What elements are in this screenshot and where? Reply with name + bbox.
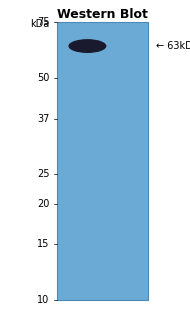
Text: 25: 25 bbox=[37, 169, 49, 179]
Text: 10: 10 bbox=[37, 295, 49, 305]
Text: 15: 15 bbox=[37, 239, 49, 249]
Text: 50: 50 bbox=[37, 73, 49, 83]
Text: 37: 37 bbox=[37, 115, 49, 125]
Text: ← 63kDa: ← 63kDa bbox=[156, 41, 190, 51]
Bar bbox=[57, 22, 148, 300]
Text: 20: 20 bbox=[37, 199, 49, 210]
Ellipse shape bbox=[68, 39, 106, 53]
Text: Western Blot: Western Blot bbox=[57, 8, 148, 21]
Text: kDa: kDa bbox=[30, 19, 49, 29]
Text: 75: 75 bbox=[37, 17, 49, 27]
